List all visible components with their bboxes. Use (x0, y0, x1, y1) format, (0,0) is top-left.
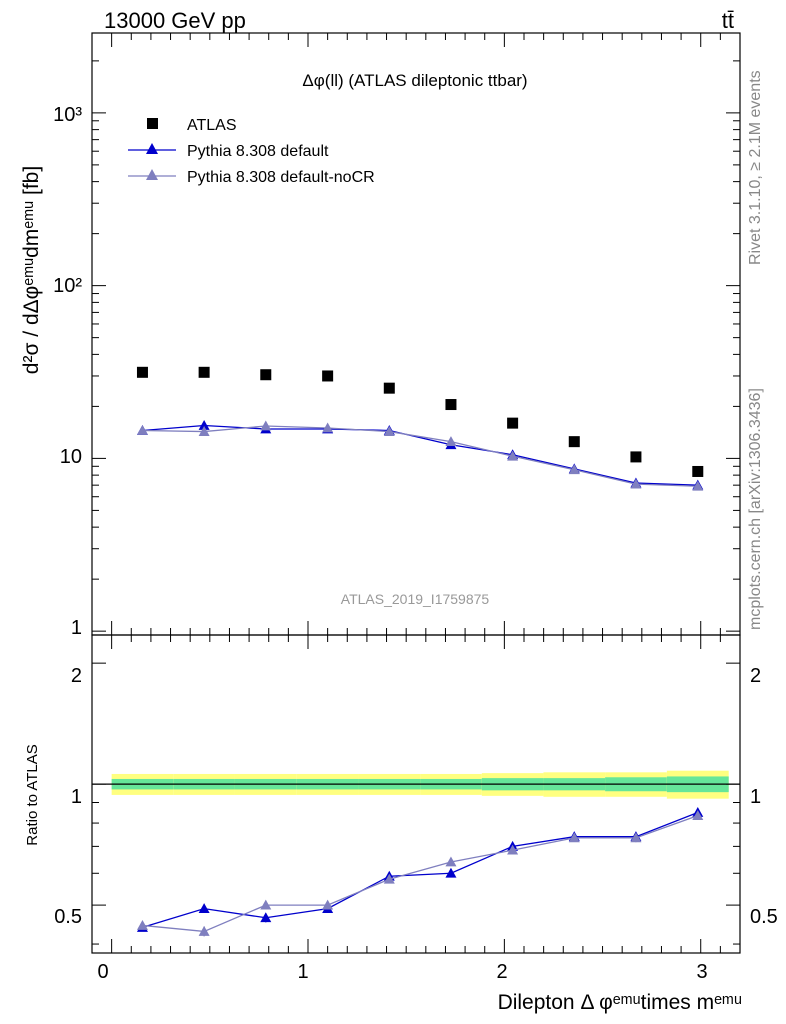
legend-label-nocr: Pythia 8.308 default-noCR (187, 169, 375, 186)
series-line-1 (142, 424, 698, 486)
ratio-y-tick-0.5-right: 0.5 (750, 906, 778, 928)
series-marker-2 (383, 426, 395, 436)
ratio-marker-1 (630, 832, 642, 843)
atlas-data-point (383, 382, 395, 394)
ratio-marker-1 (445, 856, 457, 867)
ratio-marker-0 (445, 867, 457, 878)
legend-marker-nocr (146, 169, 158, 180)
series-marker-2 (260, 420, 272, 431)
ratio-marker-1 (568, 832, 580, 843)
ratio-marker-1 (198, 925, 210, 936)
x-axis-label: Dilepton Δ φᵉᵐᵘtimes mᵉᵐᵘ (498, 991, 742, 1014)
ratio-series-line-0 (142, 811, 699, 929)
series-marker-1 (198, 420, 210, 430)
ratio-y-tick-1-left: 1 (71, 786, 82, 808)
atlas-data-point (198, 366, 210, 378)
y-axis-label: d²σ / dΔφᵉᵐᵘdmᵉᵐᵘ [fb] (20, 166, 43, 374)
x-tick-label-3: 3 (696, 961, 707, 983)
atlas-data-point (507, 417, 519, 429)
y-tick-label-10: 10 (60, 446, 82, 468)
atlas-data-point (568, 436, 580, 448)
main-panel: Δφ(ll) (ATLAS dileptonic ttbar) ATLAS_20… (20, 32, 741, 639)
process-label: tt̄ (722, 8, 734, 33)
ratio-y-tick-2-left: 2 (71, 665, 82, 687)
x-tick-label-0: 0 (97, 961, 108, 983)
atlas-data-point (630, 451, 642, 463)
ratio-frame (91, 634, 741, 954)
ratio-y-tick-1-right: 1 (750, 786, 761, 808)
main-data-layer (136, 366, 704, 491)
legend-marker-default (146, 143, 158, 154)
y-tick-label-1000: 10³ (53, 104, 82, 126)
ratio-marker-1 (322, 899, 334, 910)
legend-label-atlas: ATLAS (187, 117, 237, 134)
atlas-data-point (692, 465, 704, 477)
y-tick-label-1: 1 (71, 617, 82, 639)
legend-label-default: Pythia 8.308 default (187, 143, 329, 160)
ratio-series-line-1 (142, 814, 699, 933)
atlas-data-point (260, 369, 272, 381)
series-marker-2 (692, 480, 704, 491)
ratio-y-tick-2-right: 2 (750, 665, 761, 687)
atlas-data-point (445, 399, 457, 411)
atlas-data-point (322, 370, 334, 382)
ratio-marker-1 (507, 844, 519, 855)
main-watermark: ATLAS_2019_I1759875 (341, 591, 490, 607)
main-axis-ticks (92, 33, 741, 635)
series-marker-2 (445, 436, 457, 447)
series-marker-2 (322, 422, 334, 433)
ratio-panel: Ratio to ATLAS 0.5 1 2 0.5 1 2 0 1 2 3 D… (24, 634, 778, 1014)
main-y-tick-labels: 1 10 10² 10³ (53, 104, 82, 639)
ratio-axis-ticks (92, 635, 741, 953)
series-marker-2 (568, 464, 580, 475)
ratio-marker-1 (260, 899, 272, 910)
y-tick-label-100: 10² (53, 275, 82, 297)
series-marker-2 (630, 478, 642, 489)
legend-marker-atlas (147, 118, 158, 129)
series-marker-2 (136, 425, 148, 435)
x-tick-label-2: 2 (496, 961, 507, 983)
main-title: Δφ(ll) (ATLAS dileptonic ttbar) (302, 71, 527, 90)
ratio-marker-1 (136, 919, 148, 930)
ratio-marker-0 (260, 912, 272, 923)
ratio-data-layer (92, 770, 740, 937)
ratio-marker-1 (692, 810, 704, 820)
legend: ATLAS Pythia 8.308 default Pythia 8.308 … (128, 117, 375, 186)
ratio-y-tick-0.5-left: 0.5 (54, 906, 82, 928)
ratio-y-axis-label: Ratio to ATLAS (24, 744, 41, 845)
ratio-marker-0 (198, 903, 210, 914)
series-line-2 (142, 425, 698, 487)
mcplots-source-label: mcplots.cern.ch [arXiv:1306.3436] (747, 388, 764, 630)
ratio-marker-1 (383, 873, 395, 884)
series-marker-2 (198, 426, 210, 436)
series-marker-2 (507, 450, 519, 461)
atlas-data-point (136, 366, 148, 378)
energy-label: 13000 GeV pp (104, 8, 246, 33)
rivet-version-label: Rivet 3.1.10, ≥ 2.1M events (747, 70, 764, 265)
x-tick-label-1: 1 (297, 961, 308, 983)
